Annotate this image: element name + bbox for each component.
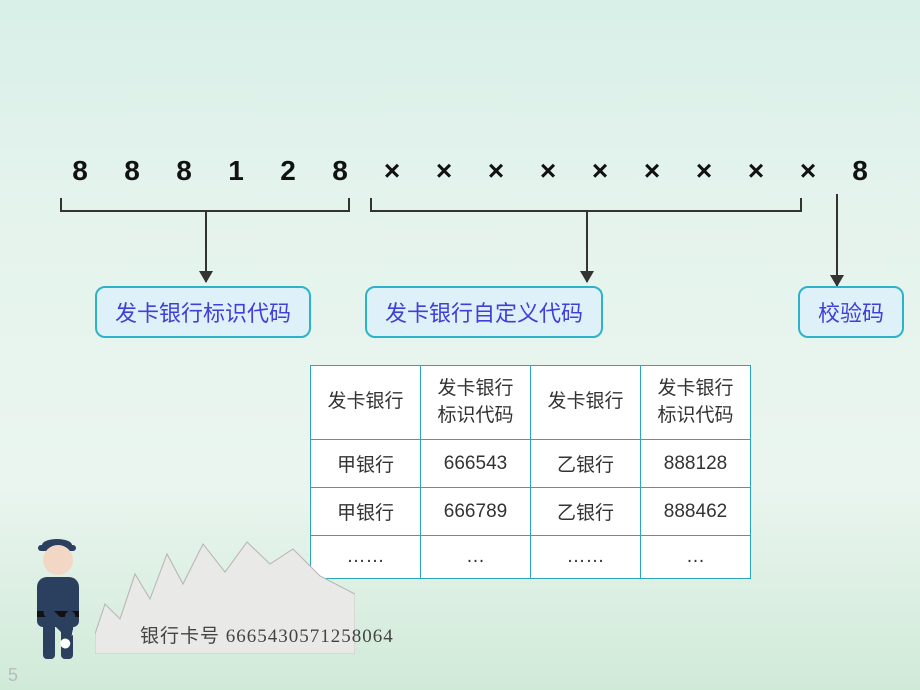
bracket xyxy=(370,198,802,212)
table-row: ……………… xyxy=(311,536,751,579)
digit: × xyxy=(372,155,412,187)
table-header: 发卡银行 xyxy=(531,366,641,440)
digit: 8 xyxy=(840,155,880,187)
table-header: 发卡银行 xyxy=(311,366,421,440)
table-cell: 666789 xyxy=(421,488,531,536)
table-cell: 666543 xyxy=(421,440,531,488)
digit: 2 xyxy=(268,155,308,187)
bracket xyxy=(60,198,350,212)
digit: × xyxy=(632,155,672,187)
digit: × xyxy=(528,155,568,187)
digit: 8 xyxy=(164,155,204,187)
table-cell: … xyxy=(421,536,531,579)
bank-code-table: 发卡银行发卡银行标识代码发卡银行发卡银行标识代码 甲银行666543乙银行888… xyxy=(310,365,751,579)
table-cell: 乙银行 xyxy=(531,488,641,536)
segment-label: 校验码 xyxy=(798,286,904,338)
table-row: 甲银行666543乙银行888128 xyxy=(311,440,751,488)
segment-label: 发卡银行自定义代码 xyxy=(365,286,603,338)
card-number-handwritten: 银行卡号 6665430571258064 xyxy=(140,621,394,648)
table-cell: 888128 xyxy=(641,440,751,488)
digit: 8 xyxy=(112,155,152,187)
page-counter: 5 xyxy=(0,661,26,690)
table-cell: …… xyxy=(531,536,641,579)
arrow-down-icon xyxy=(205,212,207,282)
digit: × xyxy=(684,155,724,187)
table-cell: 乙银行 xyxy=(531,440,641,488)
digit: × xyxy=(788,155,828,187)
segment-label: 发卡银行标识代码 xyxy=(95,286,311,338)
table-header: 发卡银行标识代码 xyxy=(421,366,531,440)
table-header: 发卡银行标识代码 xyxy=(641,366,751,440)
table-cell: … xyxy=(641,536,751,579)
digit: × xyxy=(736,155,776,187)
table-row: 甲银行666789乙银行888462 xyxy=(311,488,751,536)
card-label: 银行卡号 xyxy=(140,626,220,647)
table-cell: 888462 xyxy=(641,488,751,536)
arrow-down-icon xyxy=(836,194,838,286)
digit: × xyxy=(476,155,516,187)
digit: × xyxy=(424,155,464,187)
card-number-digits: 888128×××××××××8 xyxy=(60,155,880,187)
police-officer-illustration xyxy=(25,545,90,665)
card-digits: 6665430571258064 xyxy=(226,626,394,647)
table-cell: 甲银行 xyxy=(311,488,421,536)
digit: 8 xyxy=(320,155,360,187)
digit: × xyxy=(580,155,620,187)
arrow-down-icon xyxy=(586,212,588,282)
digit: 8 xyxy=(60,155,100,187)
digit: 1 xyxy=(216,155,256,187)
table-cell: 甲银行 xyxy=(311,440,421,488)
